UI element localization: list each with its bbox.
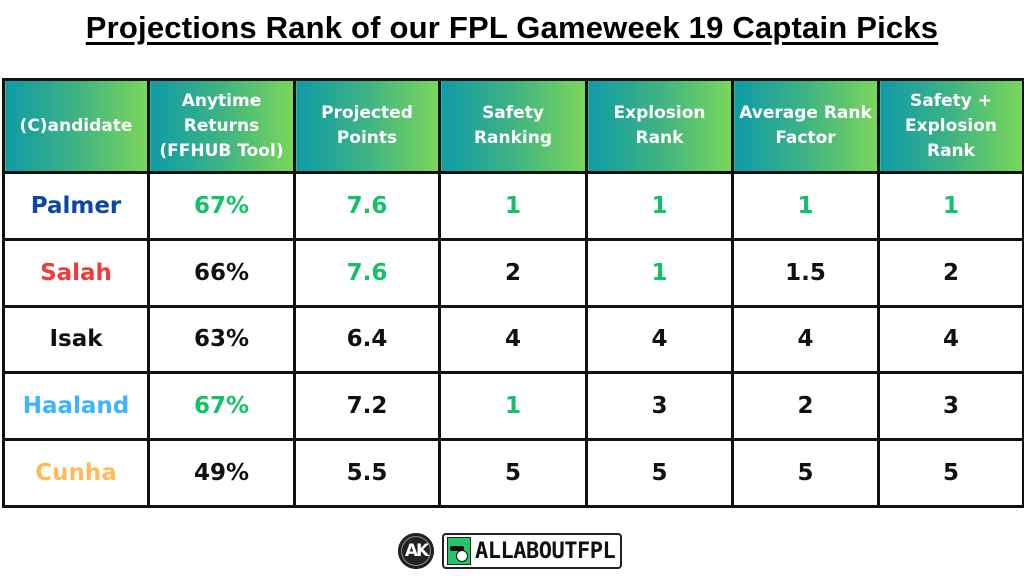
player-name: Palmer (2, 171, 150, 241)
player-name: Salah (2, 237, 150, 308)
safety-ranking-cell: 4 (438, 304, 588, 375)
player-name: Isak (2, 304, 150, 375)
header-candidate: (C)andidate (2, 78, 150, 174)
captain-picks-table: (C)andidate Anytime Returns (FFHUB Tool)… (2, 78, 1024, 508)
explosion-rank-cell: 4 (585, 304, 734, 375)
safety-explosion-rank-cell: 2 (877, 237, 1024, 308)
table-row-haaland: Haaland 67% 7.2 1 3 2 3 (2, 371, 1024, 442)
footer-branding: AK ALLABOUTFPL (398, 533, 623, 569)
table-row-cunha: Cunha 49% 5.5 5 5 5 5 (2, 438, 1024, 508)
header-row: (C)andidate Anytime Returns (FFHUB Tool)… (2, 78, 1024, 174)
anytime-returns-cell: 67% (147, 171, 296, 241)
table-row-isak: Isak 63% 6.4 4 4 4 4 (2, 304, 1024, 375)
projected-points-cell: 7.6 (293, 171, 441, 241)
safety-explosion-rank-cell: 1 (877, 171, 1024, 241)
average-rank-factor-cell: 4 (731, 304, 880, 375)
explosion-rank-cell: 1 (585, 171, 734, 241)
anytime-returns-cell: 49% (147, 438, 296, 508)
brand-text: ALLABOUTFPL (475, 538, 616, 564)
safety-ranking-cell: 1 (438, 171, 588, 241)
anytime-returns-cell: 66% (147, 237, 296, 308)
table-row-salah: Salah 66% 7.6 2 1 1.5 2 (2, 237, 1024, 308)
safety-ranking-cell: 2 (438, 237, 588, 308)
safety-ranking-cell: 5 (438, 438, 588, 508)
average-rank-factor-cell: 5 (731, 438, 880, 508)
anytime-returns-cell: 67% (147, 371, 296, 442)
safety-ranking-cell: 1 (438, 371, 588, 442)
header-projected-points: Projected Points (293, 78, 441, 174)
safety-explosion-rank-cell: 4 (877, 304, 1024, 375)
safety-explosion-rank-cell: 5 (877, 438, 1024, 508)
projected-points-cell: 7.2 (293, 371, 441, 442)
table-row-palmer: Palmer 67% 7.6 1 1 1 1 (2, 171, 1024, 241)
header-explosion-rank: Explosion Rank (585, 78, 734, 174)
player-name: Haaland (2, 371, 150, 442)
explosion-rank-cell: 1 (585, 237, 734, 308)
average-rank-factor-cell: 2 (731, 371, 880, 442)
football-boot-icon (447, 537, 471, 565)
player-name: Cunha (2, 438, 150, 508)
header-anytime-returns: Anytime Returns (FFHUB Tool) (147, 78, 296, 174)
projected-points-cell: 5.5 (293, 438, 441, 508)
page-title: Projections Rank of our FPL Gameweek 19 … (85, 10, 939, 45)
anytime-returns-cell: 63% (147, 304, 296, 375)
average-rank-factor-cell: 1.5 (731, 237, 880, 308)
header-safety-ranking: Safety Ranking (438, 78, 588, 174)
ak-logo-icon: AK (398, 533, 434, 569)
explosion-rank-cell: 5 (585, 438, 734, 508)
safety-explosion-rank-cell: 3 (877, 371, 1024, 442)
header-average-rank-factor: Average Rank Factor (731, 78, 880, 174)
projected-points-cell: 6.4 (293, 304, 441, 375)
allaboutfpl-logo: ALLABOUTFPL (442, 533, 623, 569)
average-rank-factor-cell: 1 (731, 171, 880, 241)
explosion-rank-cell: 3 (585, 371, 734, 442)
projected-points-cell: 7.6 (293, 237, 441, 308)
header-safety-explosion-rank: Safety + Explosion Rank (877, 78, 1024, 174)
